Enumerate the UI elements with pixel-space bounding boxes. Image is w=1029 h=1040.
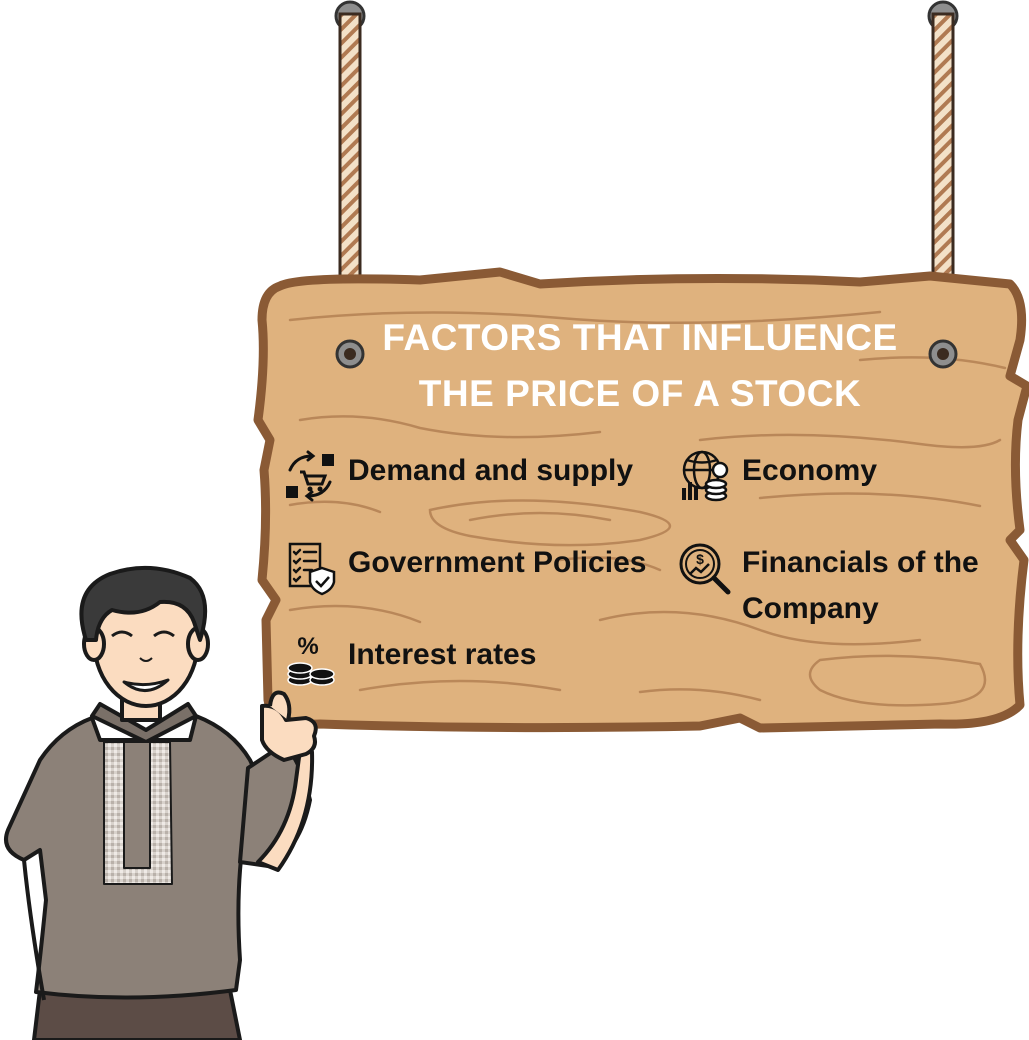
factor-demand-and-supply: Demand and supply — [282, 450, 633, 504]
svg-text:$: $ — [696, 551, 704, 567]
factor-label: Government Policies — [348, 546, 647, 579]
factor-government-policies: Government Policies — [282, 542, 646, 596]
percent-coins-icon: % — [287, 633, 335, 686]
wooden-sign-board — [253, 267, 1029, 733]
supply-cycle-icon — [286, 450, 334, 502]
factor-financials-of-the-company: $ Financials of the Company — [676, 543, 979, 632]
title-line-1: FACTORS THAT INFLUENCE — [382, 317, 898, 358]
factor-label-line-1: Financials of the — [742, 546, 979, 579]
factor-label: Financials of the Company — [742, 540, 979, 632]
globe-coins-chart-icon — [682, 450, 729, 502]
hanging-ropes — [334, 0, 959, 356]
factor-label: Interest rates — [348, 638, 537, 671]
factor-label: Economy — [742, 454, 878, 487]
title-line-2: THE PRICE OF A STOCK — [418, 373, 862, 414]
factor-label: Demand and supply — [348, 454, 634, 487]
cartoon-man-thumbs-up — [4, 565, 318, 1040]
dollar-magnifier-icon: $ — [679, 543, 731, 595]
sign-title: FACTORS THAT INFLUENCE THE PRICE OF A ST… — [330, 310, 950, 422]
factor-economy: Economy — [676, 450, 877, 504]
factor-interest-rates: % Interest rates — [282, 633, 536, 688]
svg-text:%: % — [297, 633, 318, 660]
checklist-shield-icon — [288, 542, 336, 596]
factor-label-line-2: Company — [742, 592, 879, 625]
